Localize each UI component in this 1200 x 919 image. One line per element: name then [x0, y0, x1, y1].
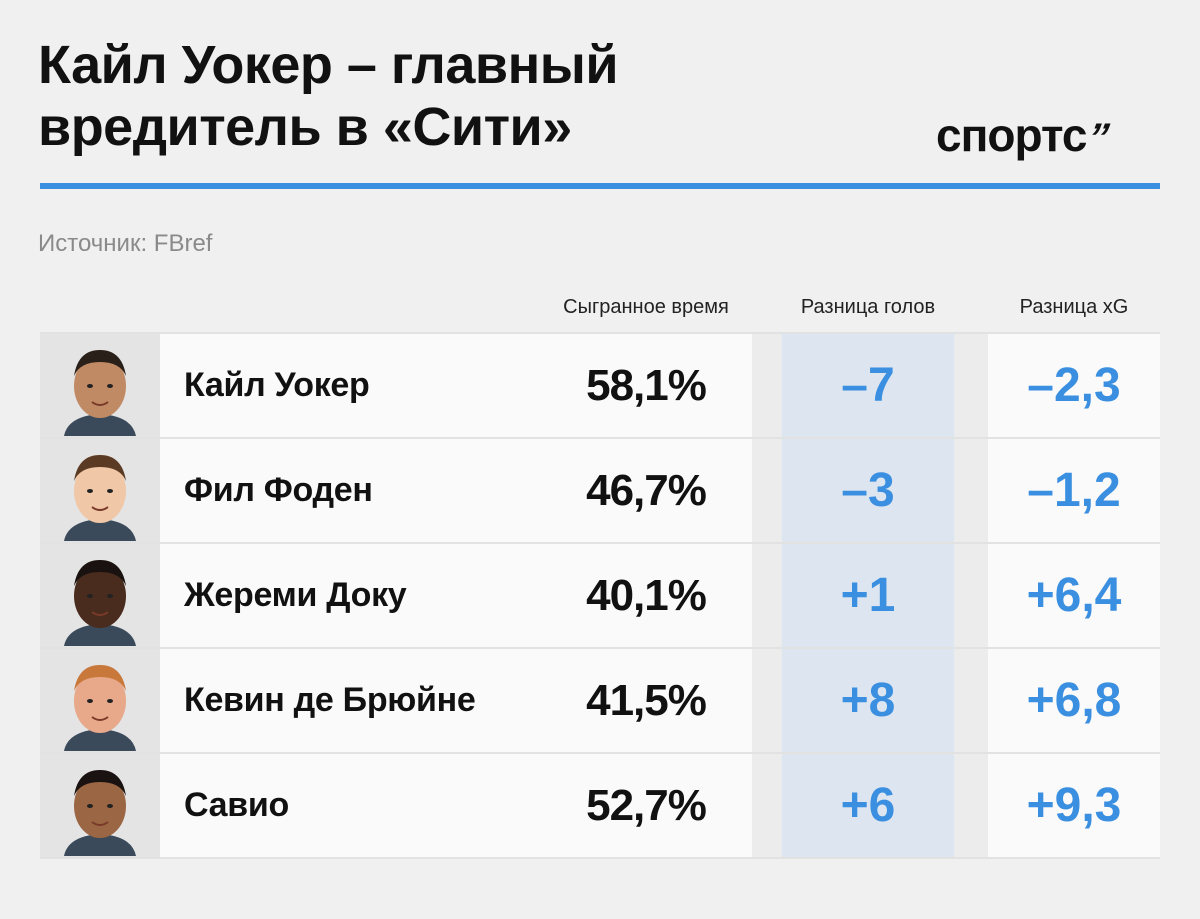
table-row: Фил Фоден 46,7% –3 –1,2 [40, 437, 1160, 544]
page-title: Кайл Уокер – главный вредитель в «Сити» [38, 34, 619, 158]
xg-difference-value: +6,8 [988, 649, 1160, 752]
played-time-value: 41,5% [540, 649, 752, 752]
column-gap [954, 439, 988, 542]
column-gap [752, 544, 782, 647]
table-row: Савио 52,7% +6 +9,3 [40, 752, 1160, 859]
player-avatar [50, 545, 150, 646]
goal-difference-value: +1 [782, 544, 954, 647]
xg-difference-value: –1,2 [988, 439, 1160, 542]
stats-table: Кайл Уокер 58,1% –7 –2,3 Фил Фоден 46,7%… [40, 332, 1160, 859]
column-gap [954, 544, 988, 647]
header-divider [40, 183, 1160, 189]
player-photo-cell [40, 439, 160, 542]
table-row: Кевин де Брюйне 41,5% +8 +6,8 [40, 647, 1160, 754]
xg-difference-value: –2,3 [988, 334, 1160, 437]
column-gap [954, 754, 988, 857]
player-name: Кевин де Брюйне [160, 649, 540, 752]
column-header-xg: Разница xG [1019, 296, 1129, 318]
player-avatar [50, 335, 150, 436]
goal-difference-value: –7 [782, 334, 954, 437]
column-header-time: Сыгранное время [563, 296, 729, 318]
player-avatar [50, 440, 150, 541]
column-gap [954, 649, 988, 752]
goal-difference-value: +8 [782, 649, 954, 752]
played-time-value: 58,1% [540, 334, 752, 437]
table-row: Жереми Доку 40,1% +1 +6,4 [40, 542, 1160, 649]
goal-difference-value: +6 [782, 754, 954, 857]
title-line-2: вредитель в «Сити» [38, 97, 572, 157]
player-name: Жереми Доку [160, 544, 540, 647]
player-photo-cell [40, 334, 160, 437]
xg-difference-value: +9,3 [988, 754, 1160, 857]
column-gap [752, 754, 782, 857]
player-photo-cell [40, 754, 160, 857]
player-photo-cell [40, 544, 160, 647]
played-time-value: 46,7% [540, 439, 752, 542]
player-name: Савио [160, 754, 540, 857]
player-name: Кайл Уокер [160, 334, 540, 437]
player-name: Фил Фоден [160, 439, 540, 542]
player-avatar [50, 755, 150, 856]
player-photo-cell [40, 649, 160, 752]
sports-logo: спортс’’ [936, 108, 1115, 162]
table-row: Кайл Уокер 58,1% –7 –2,3 [40, 332, 1160, 439]
xg-difference-value: +6,4 [988, 544, 1160, 647]
title-line-1: Кайл Уокер – главный [38, 35, 619, 95]
logo-text: спортс [936, 109, 1087, 161]
goal-difference-value: –3 [782, 439, 954, 542]
column-gap [752, 439, 782, 542]
player-avatar [50, 650, 150, 751]
column-gap [752, 649, 782, 752]
column-gap [954, 334, 988, 437]
source-label: Источник: FBref [38, 230, 213, 257]
played-time-value: 52,7% [540, 754, 752, 857]
column-header-goals: Разница голов [800, 296, 936, 318]
played-time-value: 40,1% [540, 544, 752, 647]
column-gap [752, 334, 782, 437]
